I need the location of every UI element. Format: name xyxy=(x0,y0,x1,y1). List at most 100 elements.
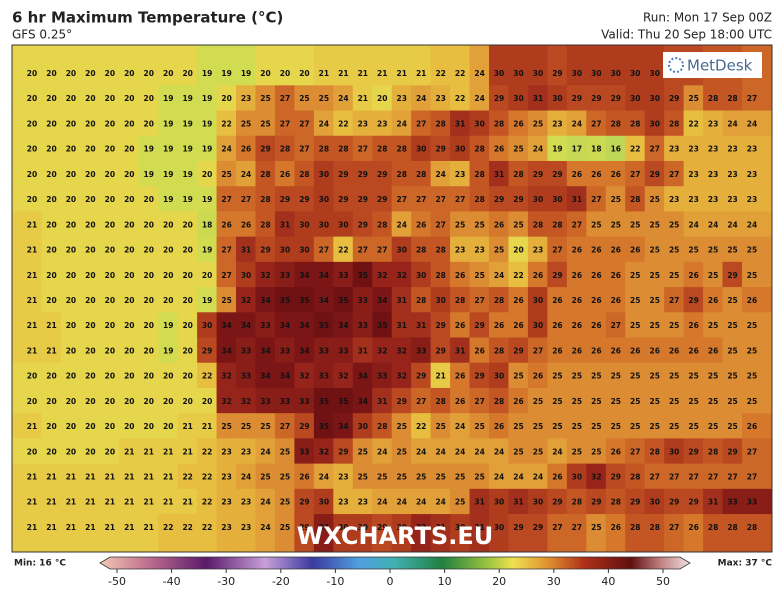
temperature-value: 26 xyxy=(572,296,582,305)
temperature-cell xyxy=(411,312,432,339)
temperature-value: 21 xyxy=(27,422,37,431)
temperature-value: 25 xyxy=(650,422,660,431)
temperature-cell xyxy=(469,463,490,490)
temperature-value: 25 xyxy=(358,473,368,482)
temperature-value: 27 xyxy=(474,296,484,305)
temperature-value: 33 xyxy=(338,271,348,280)
temperature-value: 35 xyxy=(319,321,329,330)
temperature-cell xyxy=(586,488,607,515)
temperature-value: 19 xyxy=(202,296,212,305)
temperature-cell xyxy=(547,236,568,263)
temperature-value: 34 xyxy=(338,321,348,330)
temperature-cell xyxy=(372,186,393,213)
temperature-cell xyxy=(469,160,490,187)
temperature-cell xyxy=(605,514,626,552)
temperature-cell xyxy=(197,135,218,162)
temperature-value: 21 xyxy=(202,422,212,431)
temperature-cell xyxy=(391,110,412,137)
temperature-cell xyxy=(469,337,490,364)
temperature-cell xyxy=(333,362,354,389)
temperature-cell xyxy=(430,312,451,339)
temperature-cell xyxy=(12,287,43,313)
temperature-value: 29 xyxy=(688,296,698,305)
temperature-cell xyxy=(99,337,120,364)
temperature-cell xyxy=(177,287,198,313)
temperature-cell xyxy=(313,110,334,137)
temperature-cell xyxy=(683,337,704,364)
temperature-value: 20 xyxy=(144,296,154,305)
temperature-value: 32 xyxy=(397,346,407,355)
temperature-value: 23 xyxy=(688,195,698,204)
temperature-value: 30 xyxy=(358,422,368,431)
temperature-value: 22 xyxy=(202,473,212,482)
colorbar-ramp xyxy=(99,556,691,570)
temperature-cell xyxy=(80,211,101,238)
temperature-cell xyxy=(197,413,218,439)
temperature-value: 29 xyxy=(552,69,562,78)
temperature-value: 32 xyxy=(299,372,309,381)
temperature-cell xyxy=(469,135,490,162)
temperature-value: 20 xyxy=(144,119,154,128)
temperature-value: 31 xyxy=(397,321,407,330)
temperature-cell xyxy=(99,413,120,439)
temperature-value: 23 xyxy=(474,246,484,255)
temperature-value: 31 xyxy=(377,397,387,406)
temperature-value: 21 xyxy=(397,69,407,78)
temperature-value: 34 xyxy=(241,321,251,330)
temperature-cell xyxy=(527,135,548,162)
temperature-value: 30 xyxy=(611,69,621,78)
temperature-cell xyxy=(12,413,43,439)
temperature-value: 24 xyxy=(727,220,737,229)
temperature-value: 30 xyxy=(455,523,465,532)
temperature-value: 26 xyxy=(591,321,601,330)
temperature-cell xyxy=(683,85,704,112)
temperature-cell xyxy=(586,362,607,389)
temperature-value: 32 xyxy=(260,271,270,280)
temperature-cell xyxy=(411,135,432,162)
temperature-value: 28 xyxy=(416,246,426,255)
temperature-cell xyxy=(508,438,529,465)
temperature-value: 26 xyxy=(455,321,465,330)
temperature-cell xyxy=(372,261,393,288)
temperature-cell xyxy=(119,85,140,112)
temperature-value: 29 xyxy=(591,498,601,507)
temperature-value: 20 xyxy=(85,422,95,431)
temperature-cell xyxy=(625,236,646,263)
temperature-value: 34 xyxy=(358,372,368,381)
temperature-value: 25 xyxy=(435,422,445,431)
temperature-value: 30 xyxy=(650,69,660,78)
temperature-value: 26 xyxy=(591,246,601,255)
temperature-cell xyxy=(236,312,257,339)
temperature-cell xyxy=(138,160,159,187)
temperature-cell xyxy=(547,85,568,112)
temperature-cell xyxy=(527,186,548,213)
colorbar xyxy=(99,556,691,570)
temperature-value: 28 xyxy=(552,220,562,229)
temperature-value: 25 xyxy=(669,271,679,280)
temperature-value: 20 xyxy=(46,246,56,255)
temperature-cell xyxy=(80,135,101,162)
temperature-cell xyxy=(333,312,354,339)
temperature-value: 20 xyxy=(182,69,192,78)
temperature-value: 25 xyxy=(630,372,640,381)
temperature-value: 26 xyxy=(611,296,621,305)
temperature-value: 29 xyxy=(494,195,504,204)
temperature-value: 28 xyxy=(708,523,718,532)
temperature-cell xyxy=(138,85,159,112)
temperature-value: 23 xyxy=(455,246,465,255)
temperature-value: 21 xyxy=(85,498,95,507)
temperature-cell xyxy=(60,236,81,263)
temperature-cell xyxy=(255,85,276,112)
temperature-value: 20 xyxy=(105,397,115,406)
temperature-value: 25 xyxy=(280,473,290,482)
temperature-cell xyxy=(158,135,179,162)
temperature-value: 20 xyxy=(46,296,56,305)
temperature-cell xyxy=(197,463,218,490)
temperature-cell xyxy=(566,110,587,137)
temperature-cell xyxy=(508,236,529,263)
temperature-value: 21 xyxy=(27,346,37,355)
temperature-cell xyxy=(236,438,257,465)
temperature-cell xyxy=(430,45,451,86)
temperature-value: 34 xyxy=(280,321,290,330)
temperature-cell xyxy=(12,387,43,414)
